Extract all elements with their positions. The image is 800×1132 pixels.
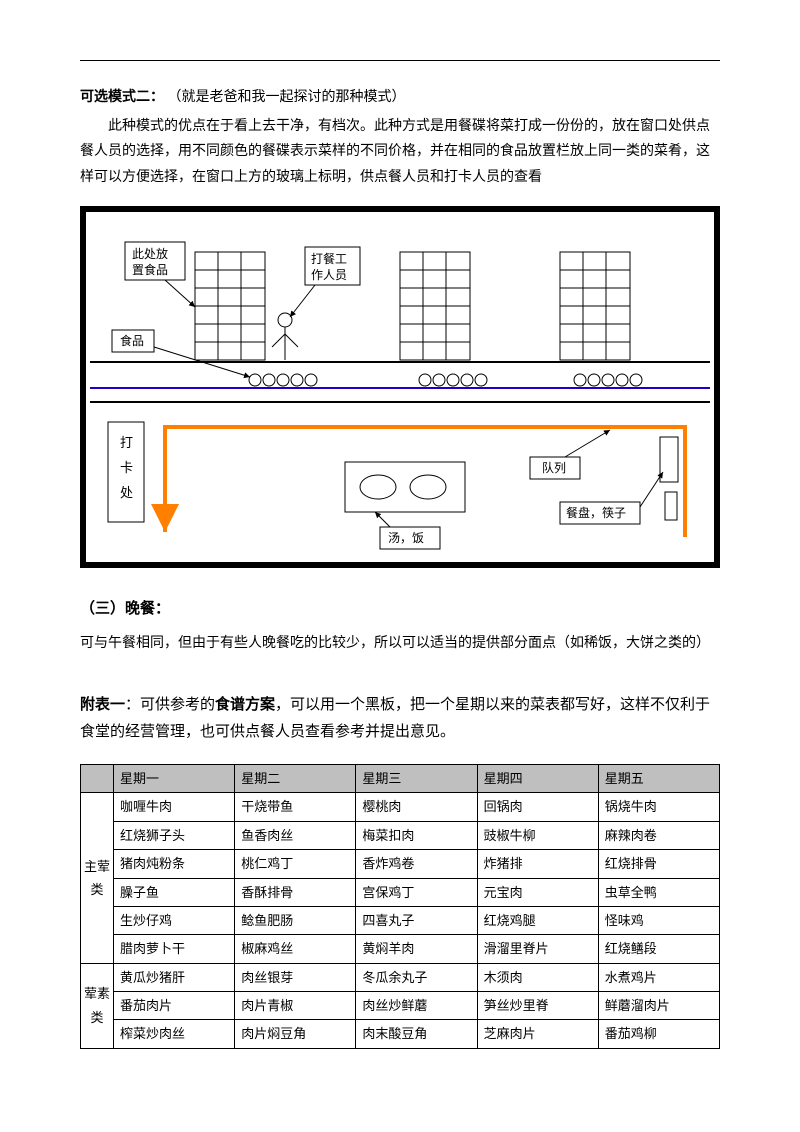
- dinner-body: 可与午餐相同，但由于有些人晚餐吃的比较少，所以可以适当的提供部分面点（如稀饭，大…: [80, 631, 720, 656]
- table-cell: 肉片焖豆角: [235, 1020, 356, 1048]
- table-cell: 虫草全鸭: [598, 878, 719, 906]
- table-cell: 水煮鸡片: [598, 963, 719, 991]
- shelf-3: [560, 252, 630, 360]
- table-cell: 干烧带鱼: [235, 793, 356, 821]
- table-row: 生炒仔鸡鲶鱼肥肠四喜丸子红烧鸡腿怪味鸡: [81, 906, 720, 934]
- table-header-cell: 星期三: [356, 764, 477, 792]
- top-rule: [80, 60, 720, 61]
- diagram-svg: 此处放 置食品 打餐工 作人员 食品 打 卡 处: [86, 212, 714, 562]
- table-cell: 芝麻肉片: [477, 1020, 598, 1048]
- table-cell: 滑溜里脊片: [477, 935, 598, 963]
- utensil-box-2: [665, 492, 677, 520]
- table-row: 荤素类黄瓜炒猪肝肉丝银芽冬瓜余丸子木须肉水煮鸡片: [81, 963, 720, 991]
- label-utensils: 餐盘，筷子: [566, 505, 626, 520]
- category-cell: 主荤类: [81, 793, 114, 963]
- table-cell: 肉末酸豆角: [356, 1020, 477, 1048]
- table-cell: 红烧鳝段: [598, 935, 719, 963]
- table-row: 番茄肉片肉片青椒肉丝炒鲜蘑笋丝炒里脊鲜蘑溜肉片: [81, 992, 720, 1020]
- table-cell: 元宝肉: [477, 878, 598, 906]
- table-cell: 梅菜扣肉: [356, 821, 477, 849]
- appendix-title: 附表一：可供参考的食谱方案，可以用一个黑板，把一个星期以来的菜表都写好，这样不仅…: [80, 692, 720, 746]
- label-food-shelf-2: 置食品: [132, 262, 168, 277]
- table-cell: 番茄鸡柳: [598, 1020, 719, 1048]
- table-row: 主荤类咖喱牛肉干烧带鱼樱桃肉回锅肉锅烧牛肉: [81, 793, 720, 821]
- table-header-cell: 星期二: [235, 764, 356, 792]
- table-header-cell: 星期四: [477, 764, 598, 792]
- table-cell: 鲜蘑溜肉片: [598, 992, 719, 1020]
- table-header-cell: 星期五: [598, 764, 719, 792]
- table-cell: 樱桃肉: [356, 793, 477, 821]
- table-cell: 香酥排骨: [235, 878, 356, 906]
- table-cell: 四喜丸子: [356, 906, 477, 934]
- table-cell: 鲶鱼肥肠: [235, 906, 356, 934]
- table-header-cell: [81, 764, 114, 792]
- table-cell: 回锅肉: [477, 793, 598, 821]
- category-cell: 荤素类: [81, 963, 114, 1048]
- appendix-mid: ：可供参考的: [125, 697, 215, 713]
- shelf-2: [400, 252, 470, 360]
- worker-icon: [272, 313, 298, 360]
- table-cell: 炸猪排: [477, 850, 598, 878]
- table-row: 榨菜炒肉丝肉片焖豆角肉末酸豆角芝麻肉片番茄鸡柳: [81, 1020, 720, 1048]
- utensil-box-1: [660, 437, 678, 482]
- label-soup-rice: 汤，饭: [388, 531, 424, 545]
- table-row: 猪肉炖粉条桃仁鸡丁香炸鸡卷炸猪排红烧排骨: [81, 850, 720, 878]
- table-cell: 腊肉萝卜干: [114, 935, 235, 963]
- table-cell: 木须肉: [477, 963, 598, 991]
- table-cell: 番茄肉片: [114, 992, 235, 1020]
- table-cell: 红烧鸡腿: [477, 906, 598, 934]
- label-food: 食品: [120, 333, 144, 348]
- table-cell: 榨菜炒肉丝: [114, 1020, 235, 1048]
- table-row: 臊子鱼香酥排骨宫保鸡丁元宝肉虫草全鸭: [81, 878, 720, 906]
- plates-group-3: [574, 374, 642, 386]
- table-cell: 肉丝银芽: [235, 963, 356, 991]
- table-header-cell: 星期一: [114, 764, 235, 792]
- table-cell: 笋丝炒里脊: [477, 992, 598, 1020]
- table-cell: 锅烧牛肉: [598, 793, 719, 821]
- table-row: 腊肉萝卜干椒麻鸡丝黄焖羊肉滑溜里脊片红烧鳝段: [81, 935, 720, 963]
- table-cell: 豉椒牛柳: [477, 821, 598, 849]
- table-cell: 鱼香肉丝: [235, 821, 356, 849]
- layout-diagram: 此处放 置食品 打餐工 作人员 食品 打 卡 处: [80, 206, 720, 568]
- checkout-label-2: 卡: [120, 460, 133, 475]
- plates-group-2: [419, 374, 487, 386]
- table-cell: 咖喱牛肉: [114, 793, 235, 821]
- mode-heading: 可选模式二：: [80, 90, 164, 105]
- table-cell: 肉片青椒: [235, 992, 356, 1020]
- table-cell: 香炸鸡卷: [356, 850, 477, 878]
- table-cell: 肉丝炒鲜蘑: [356, 992, 477, 1020]
- checkout-label-3: 处: [120, 485, 133, 500]
- table-cell: 黄瓜炒猪肝: [114, 963, 235, 991]
- mode-heading-note: （就是老爸和我一起探讨的那种模式）: [168, 90, 406, 105]
- soup-rice-box: [345, 462, 465, 512]
- menu-table: 星期一星期二星期三星期四星期五 主荤类咖喱牛肉干烧带鱼樱桃肉回锅肉锅烧牛肉红烧狮…: [80, 764, 720, 1049]
- table-header-row: 星期一星期二星期三星期四星期五: [81, 764, 720, 792]
- intro-body: 此种模式的优点在于看上去干净，有档次。此种方式是用餐碟将菜打成一份份的，放在窗口…: [80, 114, 720, 190]
- table-cell: 臊子鱼: [114, 878, 235, 906]
- table-cell: 冬瓜余丸子: [356, 963, 477, 991]
- label-worker-1: 打餐工: [311, 251, 347, 266]
- intro-paragraph: 可选模式二： （就是老爸和我一起探讨的那种模式）: [80, 85, 720, 110]
- table-row: 红烧狮子头鱼香肉丝梅菜扣肉豉椒牛柳麻辣肉卷: [81, 821, 720, 849]
- table-cell: 麻辣肉卷: [598, 821, 719, 849]
- label-food-shelf-1: 此处放: [132, 246, 168, 261]
- table-cell: 生炒仔鸡: [114, 906, 235, 934]
- plates-group-1: [249, 374, 317, 386]
- table-cell: 红烧狮子头: [114, 821, 235, 849]
- table-cell: 宫保鸡丁: [356, 878, 477, 906]
- checkout-label-1: 打: [120, 435, 133, 450]
- table-cell: 红烧排骨: [598, 850, 719, 878]
- label-queue: 队列: [542, 460, 566, 475]
- appendix-bold2: 食谱方案: [215, 697, 275, 713]
- appendix-bold1: 附表一: [80, 697, 125, 713]
- shelf-1: [195, 252, 265, 360]
- table-cell: 猪肉炖粉条: [114, 850, 235, 878]
- table-cell: 怪味鸡: [598, 906, 719, 934]
- table-cell: 桃仁鸡丁: [235, 850, 356, 878]
- label-worker-2: 作人员: [311, 268, 347, 282]
- table-cell: 椒麻鸡丝: [235, 935, 356, 963]
- dinner-title: （三）晚餐：: [80, 596, 720, 623]
- table-cell: 黄焖羊肉: [356, 935, 477, 963]
